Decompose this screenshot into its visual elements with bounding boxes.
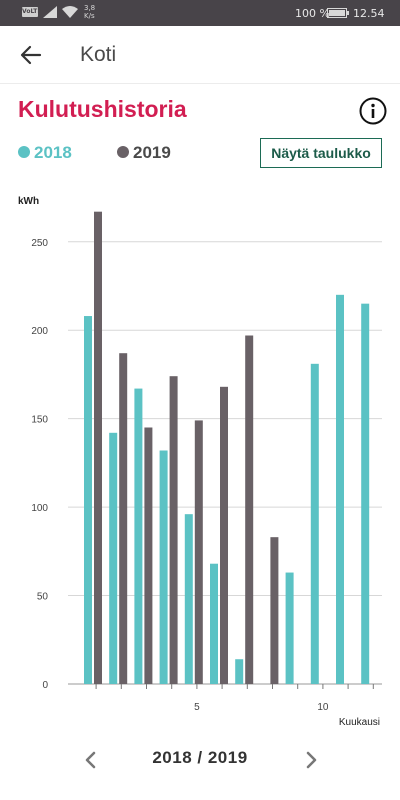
y-axis-label: kWh (18, 196, 39, 207)
info-icon[interactable] (359, 97, 387, 125)
x-tick-label: 5 (194, 702, 200, 713)
bar-2019-month-2 (119, 353, 128, 684)
wifi-icon (62, 6, 78, 18)
bar-2019-month-7 (245, 335, 254, 684)
consumption-chart: kWh Kuukausi 0 50 100 150 200 250 5 10 (18, 196, 382, 728)
battery-percent: 100 % (295, 7, 330, 20)
bar-2019-month-6 (220, 386, 228, 684)
page-title: Kulutushistoria (18, 96, 187, 122)
show-table-button[interactable]: Näytä taulukko (260, 138, 382, 168)
bar-2019-month-1 (94, 211, 102, 684)
y-tick-label: 0 (42, 680, 48, 691)
bar-2018-month-6 (210, 563, 218, 684)
bar-2018-month-2 (109, 432, 118, 684)
year-range-label: 2018 / 2019 (152, 748, 248, 767)
bar-2018-month-12 (361, 303, 370, 684)
bar-2019-month-4 (169, 376, 178, 684)
legend-2019: 2019 (117, 143, 171, 163)
chevron-left-icon[interactable] (82, 749, 100, 771)
volte-icon: VoLTE (22, 7, 42, 17)
bar-2018-month-7 (235, 659, 244, 684)
y-tick-label: 200 (31, 326, 48, 337)
legend-dot-2019 (117, 146, 129, 159)
y-tick-label: 50 (37, 592, 49, 603)
y-tick-label: 150 (31, 415, 48, 426)
legend-dot-2018 (18, 146, 30, 159)
signal-icon (43, 6, 57, 18)
bar-2018-month-3 (134, 388, 143, 684)
bar-2018-month-5 (184, 514, 193, 684)
network-speed: 3,8 K/s (84, 4, 96, 20)
x-tick-label: 10 (317, 702, 329, 713)
clock: 12.54 (353, 7, 385, 20)
status-bar: VoLTE 3,8 K/s 100 % 12.54 (0, 0, 400, 26)
bar-2018-month-9 (285, 572, 294, 684)
bar-2019-month-5 (194, 420, 203, 684)
chevron-right-icon[interactable] (302, 749, 320, 771)
x-axis-label: Kuukausi (339, 717, 380, 728)
legend-2018: 2018 (18, 143, 72, 163)
back-arrow-icon[interactable] (18, 42, 44, 68)
bar-2019-month-8 (270, 537, 279, 684)
y-tick-label: 100 (31, 503, 48, 514)
bar-2019-month-3 (144, 427, 153, 684)
app-bar-title: Koti (80, 43, 117, 66)
bar-2018-month-1 (84, 316, 92, 684)
y-tick-label: 250 (31, 238, 48, 249)
app-bar: Koti (0, 26, 400, 84)
year-navigation: 2018 / 2019 (0, 745, 400, 775)
bar-2018-month-10 (310, 363, 319, 684)
bar-2018-month-11 (336, 294, 344, 684)
bar-2018-month-4 (159, 450, 168, 684)
battery-icon (327, 8, 349, 18)
